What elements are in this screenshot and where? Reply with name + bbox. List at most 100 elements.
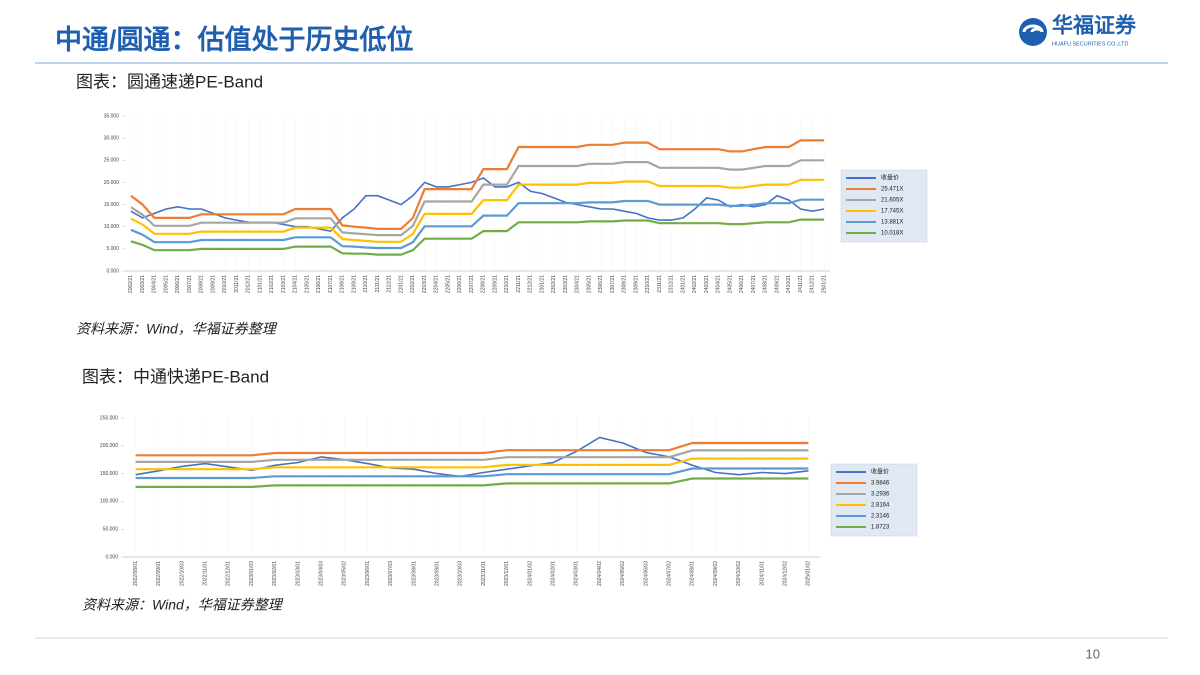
y-tick-label: 35.000 xyxy=(104,113,120,119)
y-tick-label: 10.000 xyxy=(104,224,120,230)
y-tick-label: 15.000 xyxy=(104,202,120,208)
logo-subtitle: HUAFU SECURITIES CO.,LTD xyxy=(1052,41,1128,47)
x-tick-label: 2009/21 xyxy=(210,275,216,293)
y-tick-label: 0.000 xyxy=(105,554,118,560)
chart-title: 图表：中通快递PE-Band xyxy=(82,367,269,386)
legend-label: 3.2936 xyxy=(871,492,890,498)
legend-label: 3.9846 xyxy=(871,481,890,487)
x-tick-label: 2209/21 xyxy=(492,275,498,293)
x-tick-label: 2022/08/01 xyxy=(133,561,139,586)
x-tick-label: 2101/21 xyxy=(257,275,263,293)
x-tick-label: 2024/03/01 xyxy=(574,561,580,586)
x-tick-label: 2409/21 xyxy=(774,275,780,293)
series-line xyxy=(130,198,825,250)
x-tick-label: 2205/21 xyxy=(445,275,451,293)
x-tick-label: 2107/21 xyxy=(328,275,334,293)
x-tick-label: 2111/21 xyxy=(375,275,381,293)
x-tick-label: 2210/21 xyxy=(504,275,510,293)
x-tick-label: 2011/21 xyxy=(234,275,240,293)
x-tick-label: 2307/21 xyxy=(610,275,616,293)
x-tick-label: 2207/21 xyxy=(469,275,475,293)
series-line xyxy=(135,467,809,480)
x-tick-label: 2024/01/02 xyxy=(527,561,533,586)
x-tick-label: 2404/21 xyxy=(716,275,722,293)
x-tick-label: 2411/21 xyxy=(798,275,804,293)
logo-name: 华福证券 xyxy=(1052,14,1137,38)
legend-box xyxy=(830,463,918,537)
x-tick-label: 2305/21 xyxy=(586,275,592,293)
x-tick-label: 2023/07/03 xyxy=(388,561,394,586)
x-tick-label: 2006/21 xyxy=(175,275,181,293)
x-tick-label: 2023/09/01 xyxy=(435,561,441,586)
x-tick-label: 2024/10/02 xyxy=(736,561,742,586)
legend-label: 25.471X xyxy=(881,187,903,193)
x-tick-label: 2007/21 xyxy=(187,275,193,293)
x-tick-label: 2008/21 xyxy=(199,275,205,293)
x-tick-label: 2408/21 xyxy=(763,275,769,293)
y-tick-label: 250.000 xyxy=(100,415,118,421)
x-tick-label: 2024/04/02 xyxy=(597,561,603,586)
legend-label: 收盘价 xyxy=(881,174,899,182)
x-tick-label: 2311/21 xyxy=(657,275,663,293)
y-tick-label: 0.000 xyxy=(106,268,119,274)
series-line xyxy=(130,218,825,256)
legend-label: 2.3146 xyxy=(871,514,890,520)
x-tick-label: 2023/08/01 xyxy=(411,561,417,586)
x-tick-label: 2308/21 xyxy=(622,275,628,293)
x-tick-label: 2403/21 xyxy=(704,275,710,293)
x-tick-label: 2023/10/03 xyxy=(458,561,464,586)
series-line xyxy=(135,441,809,457)
y-tick-label: 50.000 xyxy=(103,527,119,533)
x-tick-label: 2004/21 xyxy=(152,275,158,293)
x-tick-label: 2109/21 xyxy=(351,275,357,293)
logo-swirl xyxy=(1022,24,1044,33)
x-tick-label: 2309/21 xyxy=(633,275,639,293)
chart-source: 资料来源：Wind，华福证券整理 xyxy=(76,321,278,337)
x-tick-label: 2010/21 xyxy=(222,275,228,293)
x-tick-label: 2304/21 xyxy=(575,275,581,293)
slide-title: 中通/圆通：估值处于历史低位 xyxy=(55,24,414,55)
x-tick-label: 2402/21 xyxy=(692,275,698,293)
x-tick-label: 2401/21 xyxy=(680,275,686,293)
x-tick-label: 2412/21 xyxy=(810,275,816,293)
x-tick-label: 2208/21 xyxy=(481,275,487,293)
y-tick-label: 150.000 xyxy=(100,471,118,477)
x-tick-label: 2023/12/01 xyxy=(504,561,510,586)
x-tick-label: 2406/21 xyxy=(739,275,745,293)
legend: 收盘价 3.9846 3.2936 2.8164 2.3146 1.8723 xyxy=(830,463,918,537)
x-tick-label: 2110/21 xyxy=(363,275,369,293)
x-tick-label: 2407/21 xyxy=(751,275,757,293)
chart-title: 图表：圆通速递PE-Band xyxy=(76,72,263,91)
y-tick-label: 100.000 xyxy=(100,499,118,505)
x-tick-label: 2104/21 xyxy=(293,275,299,293)
x-tick-label: 2022/09/01 xyxy=(156,561,162,586)
x-tick-label: 2024/06/03 xyxy=(643,561,649,586)
chart-source: 资料来源：Wind，华福证券整理 xyxy=(82,597,284,613)
logo: 华福证券 HUAFU SECURITIES CO.,LTD xyxy=(1019,14,1137,47)
x-tick-label: 2105/21 xyxy=(304,275,310,293)
series-line xyxy=(135,477,809,488)
x-tick-label: 2024/05/02 xyxy=(620,561,626,586)
series-line xyxy=(130,178,825,243)
x-tick-label: 2023/01/03 xyxy=(249,561,255,586)
x-tick-label: 2025/01/02 xyxy=(806,561,812,586)
x-tick-label: 2201/21 xyxy=(398,275,404,293)
x-tick-label: 2023/05/02 xyxy=(342,561,348,586)
x-tick-label: 2206/21 xyxy=(457,275,463,293)
x-tick-label: 2024/12/02 xyxy=(783,561,789,586)
x-tick-label: 2023/04/03 xyxy=(319,561,325,586)
series-line xyxy=(130,139,825,230)
x-tick-label: 2012/21 xyxy=(246,275,252,293)
x-tick-label: 2203/21 xyxy=(422,275,428,293)
x-tick-label: 2312/21 xyxy=(669,275,675,293)
x-tick-label: 2023/02/01 xyxy=(272,561,278,586)
legend-label: 收盘价 xyxy=(871,468,889,476)
x-tick-label: 2112/21 xyxy=(387,275,393,293)
x-tick-label: 2410/21 xyxy=(786,275,792,293)
x-tick-label: 2102/21 xyxy=(269,275,275,293)
y-tick-label: 25.000 xyxy=(104,158,120,164)
x-tick-label: 2022/11/01 xyxy=(203,561,209,586)
x-tick-label: 2003/21 xyxy=(140,275,146,293)
